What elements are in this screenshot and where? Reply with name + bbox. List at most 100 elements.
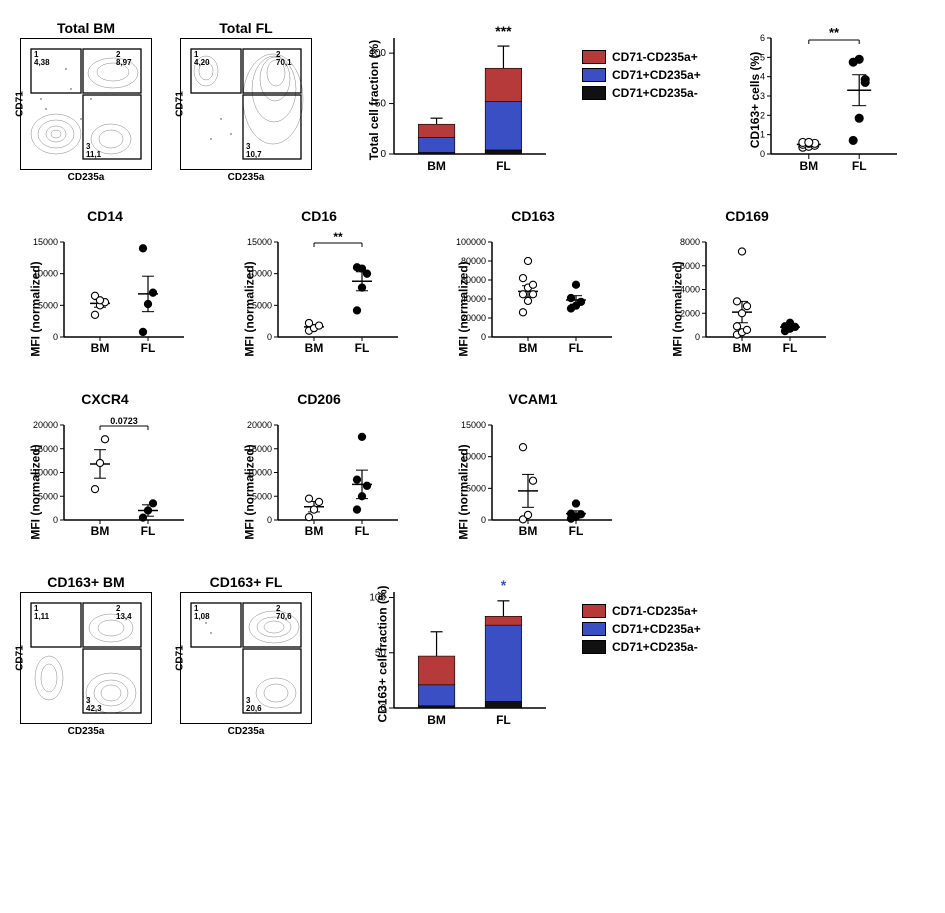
mfi-panel-vcam1: VCAM1050001000015000BMFLMFI (normalized) — [448, 391, 618, 546]
legend-swatch — [582, 86, 606, 100]
svg-text:6: 6 — [760, 33, 765, 43]
mfi-panel-cd16: CD16050001000015000BMFL**MFI (normalized… — [234, 208, 404, 363]
legend-item: CD71+CD235a+ — [582, 622, 701, 636]
ylabel: MFI (normalized) — [29, 261, 43, 356]
svg-text:0: 0 — [53, 332, 58, 342]
legend-swatch — [582, 68, 606, 82]
svg-text:0: 0 — [481, 332, 486, 342]
facs-plot: 11,11 213,4 342,3 CD235a CD71 — [20, 592, 152, 724]
svg-text:15000: 15000 — [33, 237, 58, 247]
svg-text:0: 0 — [267, 515, 272, 525]
svg-text:FL: FL — [141, 341, 156, 355]
facs-total-bm: Total BM 14,38 28,97 311,1 CD235a C — [20, 20, 152, 170]
facs-plot: 14,20 270,1 310,7 CD235a CD71 — [180, 38, 312, 170]
facs-cd163-fl: CD163+ FL 11,08 270,6 320,6 CD235a CD71 — [180, 574, 312, 724]
svg-text:BM: BM — [91, 341, 110, 355]
facs-plot: 11,08 270,6 320,6 CD235a CD71 — [180, 592, 312, 724]
svg-text:FL: FL — [569, 524, 584, 538]
legend-label: CD71+CD235a+ — [612, 68, 701, 82]
svg-text:BM: BM — [733, 341, 752, 355]
svg-text:0: 0 — [481, 515, 486, 525]
ylabel: CD163+ cells (%) — [748, 52, 762, 148]
facs-total-fl: Total FL 14,20 270,1 310,7 CD235a CD71 — [180, 20, 312, 170]
legend-label: CD71+CD235a- — [612, 640, 698, 654]
y-axis-label: CD71 — [14, 91, 25, 117]
ylabel: CD163+ cell fraction (%) — [376, 585, 390, 722]
facs-plot: 14,38 28,97 311,1 CD235a CD71 — [20, 38, 152, 170]
legend-item: CD71-CD235a+ — [582, 50, 701, 64]
svg-text:0: 0 — [760, 149, 765, 159]
svg-text:BM: BM — [427, 159, 446, 173]
legend-label: CD71-CD235a+ — [612, 604, 698, 618]
mfi-panel-cd163: CD163020000400006000080000100000BMFLMFI … — [448, 208, 618, 363]
svg-text:FL: FL — [355, 341, 370, 355]
svg-text:0: 0 — [380, 149, 386, 160]
cd163-percent-plot: 0123456BMFL** CD163+ cells (%) — [735, 20, 905, 180]
svg-text:**: ** — [333, 230, 343, 244]
svg-text:FL: FL — [569, 341, 584, 355]
stacked-bar-total: 050100BMFL*** Total cell fraction (%) — [354, 20, 554, 180]
svg-text:100000: 100000 — [456, 237, 486, 247]
svg-text:BM: BM — [91, 524, 110, 538]
facs-title: CD163+ FL — [180, 574, 312, 590]
legend-bottom: CD71-CD235a+ CD71+CD235a+ CD71+CD235a- — [582, 604, 701, 654]
mfi-panel-cd14: CD14050001000015000BMFLMFI (normalized) — [20, 208, 190, 363]
svg-text:**: ** — [829, 25, 840, 40]
svg-text:BM: BM — [305, 524, 324, 538]
svg-text:***: *** — [495, 23, 512, 39]
facs-title: Total FL — [180, 20, 312, 36]
legend-swatch — [582, 604, 606, 618]
svg-text:*: * — [501, 577, 507, 593]
panel-title: CD163 — [448, 208, 618, 224]
stacked-bar-cd163: 050100BMFL* CD163+ cell fraction (%) — [354, 574, 554, 734]
legend-swatch — [582, 622, 606, 636]
mfi-panel-cxcr4: CXCR405000100001500020000BMFL0.0723MFI (… — [20, 391, 190, 546]
legend-swatch — [582, 640, 606, 654]
facs-cd163-bm: CD163+ BM 11,11 213,4 342,3 CD235a CD71 — [20, 574, 152, 724]
svg-text:20000: 20000 — [33, 420, 58, 430]
svg-text:FL: FL — [496, 159, 511, 173]
svg-text:0: 0 — [695, 332, 700, 342]
legend-swatch — [582, 50, 606, 64]
svg-text:BM: BM — [799, 159, 818, 173]
mfi-panel-cd169: CD16902000400060008000BMFLMFI (normalize… — [662, 208, 832, 363]
ylabel: Total cell fraction (%) — [367, 40, 381, 160]
svg-text:15000: 15000 — [247, 237, 272, 247]
panel-title: CD14 — [20, 208, 190, 224]
facs-title: CD163+ BM — [20, 574, 152, 590]
svg-text:BM: BM — [519, 524, 538, 538]
panel-title: VCAM1 — [448, 391, 618, 407]
svg-text:BM: BM — [427, 713, 446, 727]
ylabel: MFI (normalized) — [243, 444, 257, 539]
svg-text:FL: FL — [852, 159, 867, 173]
ylabel: MFI (normalized) — [243, 261, 257, 356]
facs-title: Total BM — [20, 20, 152, 36]
legend-item: CD71+CD235a+ — [582, 68, 701, 82]
x-axis-label: CD235a — [68, 172, 105, 183]
panel-title: CD16 — [234, 208, 404, 224]
svg-text:15000: 15000 — [461, 420, 486, 430]
panel-title: CD206 — [234, 391, 404, 407]
svg-text:8000: 8000 — [680, 237, 700, 247]
svg-text:0: 0 — [267, 332, 272, 342]
ylabel: MFI (normalized) — [671, 261, 685, 356]
svg-text:0.0723: 0.0723 — [110, 416, 138, 426]
svg-text:BM: BM — [305, 341, 324, 355]
panel-title: CXCR4 — [20, 391, 190, 407]
panel-title: CD169 — [662, 208, 832, 224]
legend-item: CD71+CD235a- — [582, 86, 701, 100]
svg-text:FL: FL — [141, 524, 156, 538]
ylabel: MFI (normalized) — [457, 444, 471, 539]
svg-text:BM: BM — [519, 341, 538, 355]
svg-text:FL: FL — [496, 713, 511, 727]
ylabel: MFI (normalized) — [457, 261, 471, 356]
mfi-panel-cd206: CD20605000100001500020000BMFLMFI (normal… — [234, 391, 404, 546]
svg-text:20000: 20000 — [247, 420, 272, 430]
legend-item: CD71+CD235a- — [582, 640, 701, 654]
legend-top: CD71-CD235a+ CD71+CD235a+ CD71+CD235a- — [582, 50, 701, 100]
svg-text:FL: FL — [783, 341, 798, 355]
legend-label: CD71+CD235a- — [612, 86, 698, 100]
svg-text:FL: FL — [355, 524, 370, 538]
ylabel: MFI (normalized) — [29, 444, 43, 539]
svg-text:0: 0 — [53, 515, 58, 525]
